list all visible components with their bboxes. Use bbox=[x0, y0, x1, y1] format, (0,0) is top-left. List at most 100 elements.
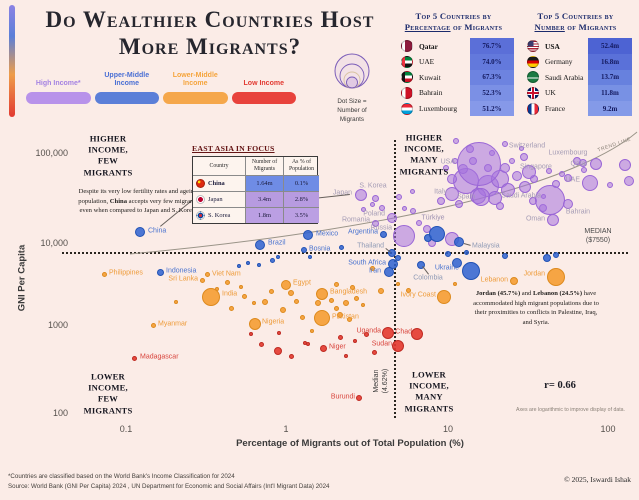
east-asia-country-cell: Japan bbox=[193, 191, 245, 207]
country-value: 67.3% bbox=[470, 69, 514, 86]
saudi-arabia-label: Saudi Arabia bbox=[501, 192, 541, 200]
y-tick: 10,000 bbox=[40, 238, 68, 248]
page-title: Do Wealthier Countries Host More Migrant… bbox=[20, 6, 400, 60]
country-value: 9.2m bbox=[588, 100, 632, 117]
bubble bbox=[502, 253, 508, 259]
switzerland-label: Switzerland bbox=[508, 142, 546, 150]
income-legend-pill bbox=[94, 91, 159, 104]
ivory-coast-bubble bbox=[437, 290, 451, 304]
median-gni-label: MEDIAN ($7550) bbox=[584, 228, 612, 245]
x-tick: 10 bbox=[442, 424, 453, 434]
income-legend-item: Upper-Middle Income bbox=[94, 72, 159, 104]
bubble bbox=[344, 354, 348, 358]
table-title-part: of Migrants bbox=[450, 22, 503, 33]
mexico-label: Mexico bbox=[316, 230, 339, 238]
malaysia-bubble bbox=[454, 237, 464, 247]
table-title-part: Number bbox=[534, 22, 565, 33]
x-tick: 0.1 bbox=[119, 424, 133, 434]
sri-lanka-bubble bbox=[199, 277, 205, 283]
niger-bubble bbox=[319, 344, 327, 352]
title-line-2: More Migrants? bbox=[118, 34, 302, 60]
bubble bbox=[409, 188, 415, 194]
thailand-label: Thailand bbox=[357, 242, 384, 250]
country-name: Qatar bbox=[419, 41, 438, 51]
bubble bbox=[452, 258, 462, 268]
china-bubble bbox=[135, 227, 145, 237]
country-value: 52.4m bbox=[588, 38, 632, 54]
skorea-flag-icon bbox=[196, 211, 205, 220]
uae-flag-icon bbox=[401, 55, 413, 68]
table-row: UK 11.8m bbox=[519, 85, 632, 101]
saudi-flag-icon bbox=[527, 71, 539, 84]
usa-label: USA bbox=[440, 158, 455, 166]
east-asia-title: EAST ASIA IN FOCUS bbox=[192, 144, 275, 153]
italy-label: Italy bbox=[434, 188, 447, 196]
t-rkiye-bubble bbox=[429, 226, 445, 242]
income-legend-pill bbox=[231, 91, 296, 104]
bahrain-label: Bahrain bbox=[565, 208, 591, 216]
country-value: 11.8m bbox=[588, 85, 632, 101]
bangladesh-bubble bbox=[316, 288, 328, 300]
x-tick: 1 bbox=[283, 424, 289, 434]
income-legend-label: Upper-Middle Income bbox=[104, 72, 150, 88]
kuwait-flag-icon bbox=[401, 71, 413, 84]
country-name: UAE bbox=[419, 57, 435, 67]
spain-label: Spain bbox=[457, 193, 475, 201]
bubble bbox=[624, 176, 634, 186]
ivory-coast-label: Ivory Coast bbox=[400, 291, 436, 299]
bubble bbox=[252, 301, 256, 305]
egypt-bubble bbox=[281, 280, 291, 290]
bubble bbox=[310, 329, 314, 333]
bubble bbox=[445, 251, 451, 257]
bahrain-flag-icon bbox=[401, 86, 413, 99]
country-value: 76.7% bbox=[470, 38, 514, 54]
income-legend-item: High Income* bbox=[26, 72, 91, 104]
bubble bbox=[346, 316, 352, 322]
east-asia-header: As % of Population bbox=[283, 157, 319, 175]
east-asia-country-name: China bbox=[208, 180, 225, 187]
oman-bubble bbox=[547, 214, 559, 226]
germany-flag-icon bbox=[527, 55, 539, 68]
table-rows: Qatar 76.7% UAE 74.0% Kuwait 67.3% Bahrain 52.3… bbox=[393, 38, 514, 117]
bubble bbox=[258, 341, 264, 347]
income-legend-label: Low Income bbox=[243, 80, 284, 88]
correlation-value: r= 0.66 bbox=[544, 380, 576, 391]
annotation-connector-line bbox=[422, 266, 429, 275]
table-row: France 9.2m bbox=[519, 100, 632, 117]
viet-nam-label: Viet Nam bbox=[212, 270, 241, 278]
east-asia-percent-cell: 0.1% bbox=[283, 175, 319, 191]
table-title-line1: Top 5 Countries by bbox=[415, 11, 492, 21]
bubble bbox=[249, 332, 253, 336]
bubble bbox=[396, 194, 402, 200]
east-asia-inset: EAST ASIA IN FOCUS Country Number of Migr… bbox=[192, 144, 319, 224]
bubble bbox=[280, 307, 286, 313]
bubble bbox=[453, 138, 459, 144]
myanmar-label: Myanmar bbox=[158, 320, 188, 328]
author-credit: © 2025, Iswardi Ishak bbox=[564, 475, 631, 484]
east-asia-country-cell: S. Korea bbox=[193, 207, 245, 223]
table-row: Germany 16.8m bbox=[519, 53, 632, 70]
bubble bbox=[349, 284, 355, 290]
east-asia-country-name: S. Korea bbox=[208, 212, 231, 219]
bubble bbox=[338, 244, 344, 250]
table-title-line2: Number of Migrants bbox=[519, 22, 632, 33]
uk-flag-icon bbox=[527, 86, 539, 99]
bubble bbox=[378, 288, 384, 294]
bubble bbox=[496, 202, 504, 210]
y-tick: 100,000 bbox=[35, 148, 68, 158]
uae-label: UAE bbox=[565, 176, 580, 184]
pakistan-bubble bbox=[314, 310, 330, 326]
y-tick: 100 bbox=[52, 408, 68, 418]
madagascar-bubble bbox=[131, 355, 137, 361]
bosnia-bubble bbox=[301, 247, 307, 253]
table-rows: USA 52.4m Germany 16.8m Saudi Arabia 13.7m UK 1… bbox=[519, 38, 632, 117]
colombia-bubble bbox=[417, 261, 425, 269]
east-asia-percent-cell: 3.5% bbox=[283, 207, 319, 223]
table-row: Luxembourg 51.2% bbox=[393, 100, 514, 117]
bubble bbox=[174, 300, 178, 304]
bubble bbox=[369, 201, 375, 207]
bubble bbox=[543, 254, 551, 262]
dot-size-legend-text: Dot Size = Number of Migrants bbox=[337, 98, 367, 124]
east-asia-migrants-cell: 1.8m bbox=[245, 207, 283, 223]
country-value: 51.2% bbox=[470, 100, 514, 117]
